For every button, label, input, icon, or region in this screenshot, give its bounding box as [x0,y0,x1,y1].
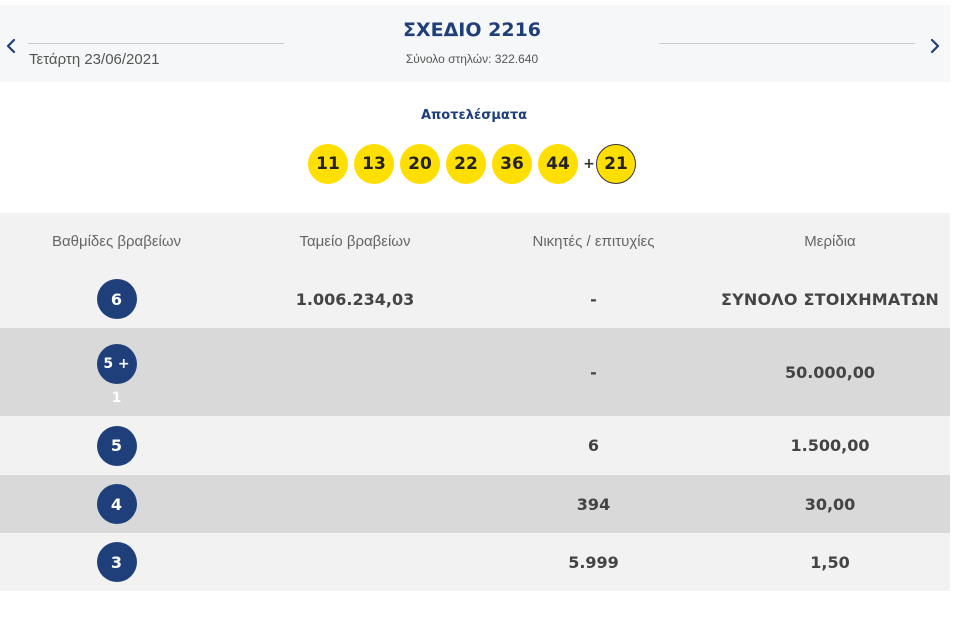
tier-badge: 3 [96,542,137,582]
divider-left [28,43,284,44]
winners-cell: 5.999 [568,552,619,572]
tier-cell: 5 + 1 [0,338,233,406]
number-ball: 36 [492,144,532,184]
winners-cell: - [590,362,597,382]
tier-cell: 4 [0,484,233,524]
header-fund: Ταμείο βραβείων [299,233,411,250]
prize-table: Βαθμίδες βραβείων Ταμείο βραβείων Νικητέ… [0,213,950,591]
table-header: Βαθμίδες βραβείων Ταμείο βραβείων Νικητέ… [0,213,950,270]
number-ball: 44 [538,144,578,184]
header-tiers: Βαθμίδες βραβείων [51,233,182,250]
tier-badge-sub: 1 [111,390,122,406]
table-row: 5 + 1 - 50.000,00 [0,328,950,416]
share-cell: 50.000,00 [784,362,876,382]
table-row: 6 1.006.234,03 - ΣΥΝΟΛΟ ΣΤΟΙΧΗΜΑΤΩΝ [0,270,950,328]
fund-cell: 1.006.234,03 [295,289,415,309]
winners-cell: 6 [587,436,600,455]
tier-cell: 6 [0,279,233,319]
total-columns: Σύνολο στηλών: 322.640 [405,52,539,66]
winning-numbers: 11 13 20 22 36 44 + 21 [308,144,642,184]
winners-cell: - [590,289,597,309]
plus-sign: + [583,156,595,172]
chevron-left-icon[interactable] [4,38,18,54]
winners-cell: 394 [576,494,611,514]
draw-title: ΣΧΕΔΙΟ 2216 [402,19,542,41]
tier-badge: 5 + [96,344,137,384]
table-row: 4 394 30,00 [0,475,950,533]
share-cell: 30,00 [804,494,856,514]
draw-date: Τετάρτη 23/06/2021 [29,51,160,68]
share-cell: ΣΥΝΟΛΟ ΣΤΟΙΧΗΜΑΤΩΝ [721,289,939,309]
joker-ball: 21 [596,144,636,184]
divider-right [659,43,915,44]
table-row: 3 5.999 1,50 [0,533,950,591]
tier-badge: 4 [96,484,137,524]
tier-cell: 3 [0,542,233,582]
chevron-right-icon[interactable] [928,38,942,54]
number-ball: 13 [354,144,394,184]
share-cell: 1,50 [810,552,850,572]
tier-badge: 6 [96,279,137,319]
number-ball: 22 [446,144,486,184]
results-label: Αποτελέσματα [420,108,528,123]
tier-cell: 5 [0,425,233,466]
header-shares: Μερίδια [804,233,856,250]
share-cell: 1.500,00 [790,436,870,455]
tier-badge: 5 [96,425,137,466]
number-ball: 20 [400,144,440,184]
table-row: 5 6 1.500,00 [0,416,950,475]
number-ball: 11 [308,144,348,184]
draw-header: Τετάρτη 23/06/2021 ΣΧΕΔΙΟ 2216 Σύνολο στ… [0,5,950,82]
header-winners: Νικητές / επιτυχίες [532,233,655,250]
